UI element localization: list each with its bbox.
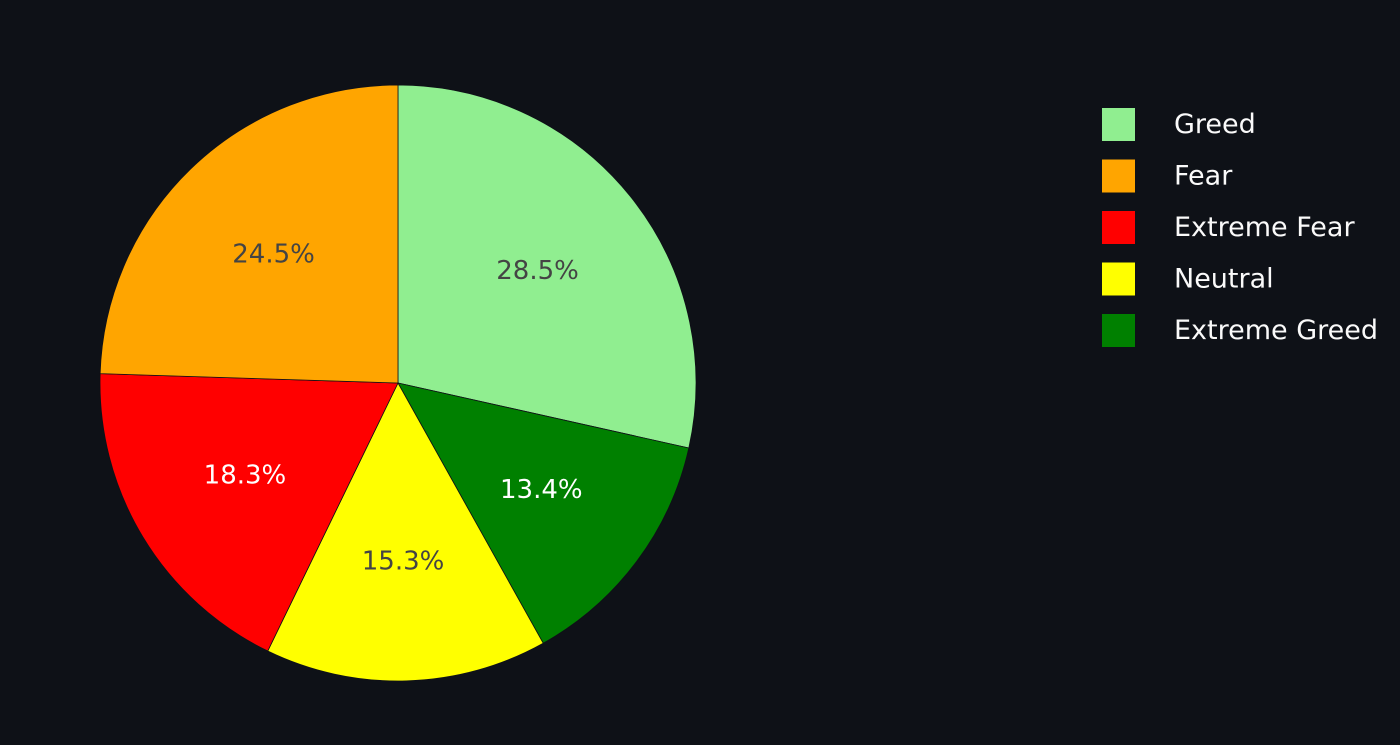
- pie-slices: [99, 84, 697, 682]
- pie-labels: 28.5% 13.4% 15.3% 18.3% 24.5%: [204, 240, 583, 577]
- pie-slice-neutral[interactable]: [267, 382, 544, 682]
- legend-label-neutral: Neutral: [1174, 264, 1274, 295]
- legend-swatch-fear: [1102, 159, 1135, 193]
- pie-label-neutral: 15.3%: [362, 547, 445, 577]
- legend-swatch-extreme-fear: [1102, 211, 1135, 244]
- legend-label-greed: Greed: [1174, 109, 1256, 140]
- legend-item-neutral[interactable]: Neutral: [1102, 262, 1274, 296]
- pie-label-extreme-fear: 18.3%: [204, 460, 287, 490]
- legend-swatch-extreme-greed: [1102, 314, 1135, 347]
- legend-item-greed[interactable]: Greed: [1102, 108, 1256, 141]
- legend-item-extreme-fear[interactable]: Extreme Fear: [1102, 211, 1355, 244]
- pie-slice-greed[interactable]: [397, 84, 697, 449]
- pie-slice-fear[interactable]: [99, 84, 399, 384]
- legend[interactable]: Greed Fear Extreme Fear Neutral Extreme Gree…: [1102, 108, 1378, 347]
- legend-item-fear[interactable]: Fear: [1102, 159, 1233, 193]
- pie-label-fear: 24.5%: [232, 240, 315, 270]
- pie-slice-extreme-greed[interactable]: [397, 382, 690, 644]
- legend-swatch-neutral: [1102, 262, 1135, 296]
- pie-slice-extreme-fear[interactable]: [99, 373, 399, 652]
- legend-label-fear: Fear: [1174, 161, 1233, 192]
- pie-label-extreme-greed: 13.4%: [500, 475, 583, 505]
- legend-item-extreme-greed[interactable]: Extreme Greed: [1102, 314, 1378, 347]
- pie-label-greed: 28.5%: [496, 256, 579, 286]
- legend-label-extreme-greed: Extreme Greed: [1174, 315, 1378, 346]
- legend-swatch-greed: [1102, 108, 1135, 141]
- legend-label-extreme-fear: Extreme Fear: [1174, 212, 1355, 243]
